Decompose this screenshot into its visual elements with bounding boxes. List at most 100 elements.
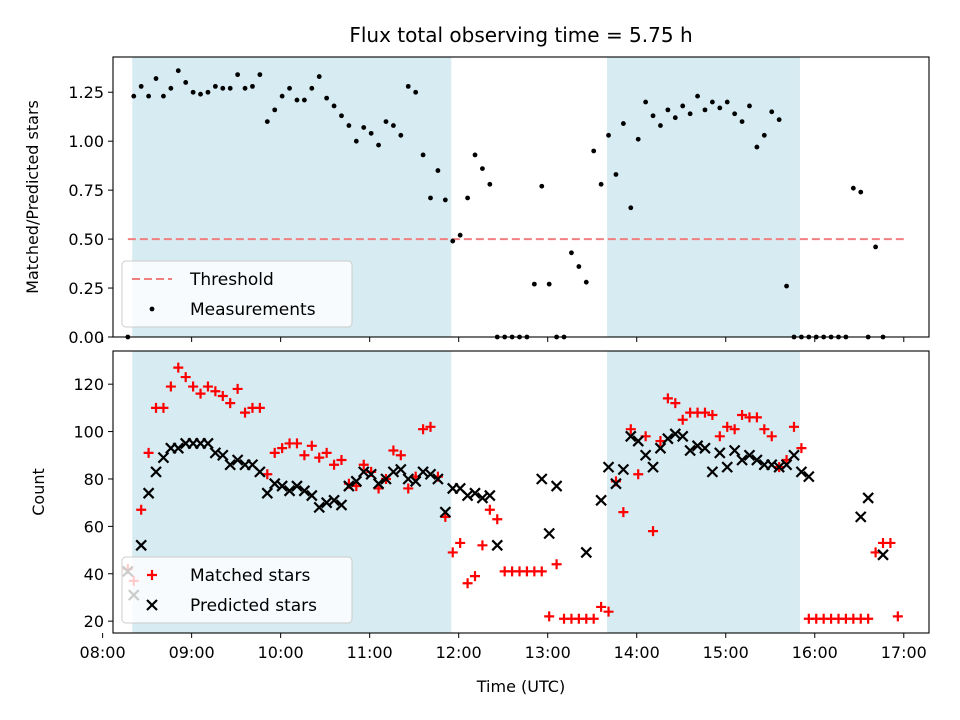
data-point: [361, 125, 367, 130]
data-point: [484, 504, 495, 515]
data-point: [724, 99, 730, 105]
data-point: [268, 477, 281, 490]
data-point: [376, 142, 381, 148]
data-point: [157, 451, 170, 464]
data-point: [220, 85, 226, 91]
data-point: [217, 391, 228, 402]
data-point: [321, 447, 332, 458]
data-point: [272, 107, 278, 113]
data-point: [539, 183, 545, 189]
data-point: [402, 473, 415, 485]
data-point: [658, 123, 663, 128]
data-point: [143, 447, 154, 458]
data-point: [391, 123, 396, 128]
data-point: [183, 80, 189, 85]
data-point: [739, 119, 745, 125]
data-point: [388, 445, 399, 456]
data-point: [662, 393, 673, 404]
data-point: [328, 494, 340, 507]
data-point: [766, 431, 777, 442]
data-point: [765, 458, 778, 471]
data-point: [736, 454, 748, 466]
y-tick-label: 1.25: [68, 83, 104, 102]
data-point: [706, 466, 719, 478]
data-point: [343, 480, 355, 492]
data-point: [202, 381, 213, 392]
data-point: [210, 386, 221, 397]
data-point: [487, 181, 493, 187]
data-point: [225, 398, 236, 409]
data-point: [418, 424, 429, 435]
y-tick-label: 0.75: [68, 181, 104, 200]
data-point: [131, 93, 137, 99]
data-point: [784, 283, 789, 289]
panel-ratio: 0.00 0.25 0.50 0.75 1.00 1.25 Matched/Predicte…: [23, 56, 930, 347]
data-point: [569, 250, 574, 256]
data-point: [198, 91, 203, 97]
x-tick-label: 14:00: [614, 643, 660, 662]
data-point: [672, 115, 678, 121]
data-point: [168, 85, 174, 91]
data-point: [195, 388, 206, 399]
data-point: [617, 463, 630, 476]
data-point: [439, 506, 452, 518]
data-point: [387, 466, 400, 478]
data-point: [687, 111, 693, 117]
x-axis-label: Time (UTC): [476, 677, 565, 696]
data-point: [161, 93, 166, 99]
y-tick-label: 40: [84, 565, 104, 584]
data-point: [699, 407, 710, 418]
plot-frame: [112, 350, 930, 634]
data-point: [610, 477, 622, 490]
data-point: [336, 455, 347, 466]
data-point: [442, 197, 448, 203]
data-point: [709, 99, 715, 105]
data-point: [264, 119, 270, 125]
x-tick-label: 08:00: [80, 643, 126, 662]
legend-box: [121, 260, 353, 328]
data-point: [329, 459, 340, 470]
data-point: [606, 132, 611, 138]
data-point: [769, 109, 775, 115]
data-point: [136, 504, 147, 515]
data-point: [320, 496, 333, 509]
data-point: [625, 430, 637, 443]
data-point: [635, 136, 641, 142]
data-point: [353, 138, 359, 144]
data-point: [357, 466, 370, 478]
data-point: [480, 166, 485, 172]
data-point: [648, 526, 659, 537]
data-point: [550, 480, 563, 492]
data-point: [788, 449, 800, 462]
data-point: [403, 483, 414, 494]
data-point: [294, 97, 300, 103]
data-point: [639, 449, 652, 462]
data-point: [858, 189, 864, 195]
data-point: [650, 113, 656, 119]
data-point: [754, 144, 760, 150]
y-tick-label: 20: [84, 612, 104, 631]
data-point: [759, 424, 770, 435]
x-tick-label: 17:00: [881, 643, 927, 662]
data-point: [447, 547, 458, 558]
legend-swatch-matched: [147, 570, 157, 580]
data-point: [142, 487, 155, 499]
data-point: [477, 540, 488, 551]
data-point: [751, 412, 762, 423]
data-point: [546, 281, 552, 287]
data-point: [691, 440, 704, 452]
data-point: [227, 85, 233, 91]
data-point: [492, 514, 503, 525]
data-point: [254, 402, 265, 413]
data-point: [306, 440, 317, 451]
data-point: [283, 485, 296, 497]
data-point: [714, 447, 726, 459]
data-point: [235, 72, 241, 78]
data-point: [299, 450, 310, 461]
data-point: [180, 372, 191, 383]
data-point: [873, 244, 878, 250]
data-point: [603, 606, 614, 617]
y-tick-label: 1.00: [68, 132, 104, 151]
y-tick-label: 80: [84, 470, 104, 489]
data-point: [261, 487, 274, 499]
